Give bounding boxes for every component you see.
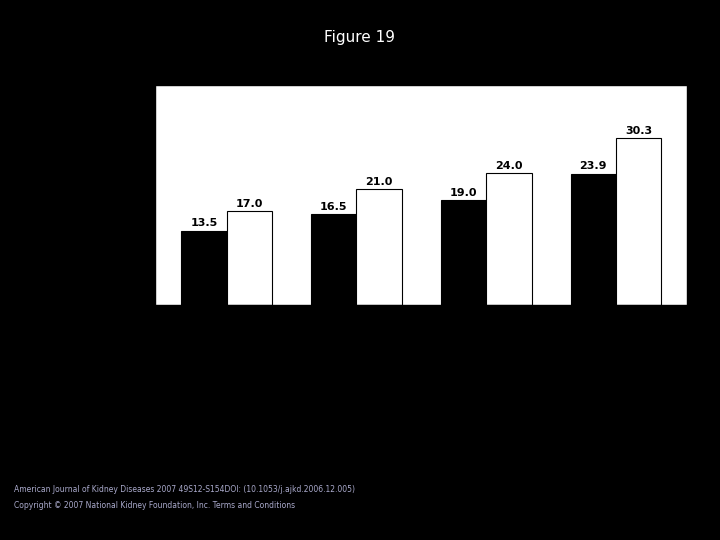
Bar: [356, 190, 402, 305]
Text: DM: DM: [108, 315, 131, 329]
Bar: [571, 173, 616, 305]
Text: 14194: 14194: [207, 386, 246, 399]
Text: Copyright © 2007 National Kidney Foundation, Inc. Terms and Conditions: Copyright © 2007 National Kidney Foundat…: [14, 501, 295, 510]
Text: +: +: [481, 315, 492, 328]
Text: -: -: [225, 315, 229, 328]
Text: 30.3: 30.3: [625, 126, 652, 136]
Bar: [616, 138, 662, 305]
Text: +: +: [611, 315, 621, 328]
Text: 21.0: 21.0: [366, 177, 393, 187]
Bar: [227, 211, 272, 305]
Text: -: -: [225, 350, 229, 363]
Text: 5.0: 5.0: [476, 421, 496, 434]
Text: 13.5: 13.5: [190, 218, 217, 228]
Text: 17.0: 17.0: [235, 199, 263, 209]
Text: ARR: ARR: [108, 420, 137, 434]
Text: 4099: 4099: [341, 386, 372, 399]
Text: Subjects: Subjects: [108, 385, 167, 399]
Text: American Journal of Kidney Diseases 2007 49S12-S154DOI: (10.1053/j.ajkd.2006.12.: American Journal of Kidney Diseases 2007…: [14, 485, 356, 494]
Text: -: -: [484, 350, 488, 363]
Text: Figure 19: Figure 19: [325, 30, 395, 45]
Text: -: -: [354, 315, 359, 328]
Text: 16.5: 16.5: [320, 202, 348, 212]
Bar: [181, 231, 227, 305]
Text: 19.0: 19.0: [450, 188, 477, 198]
Text: 23.9: 23.9: [580, 161, 607, 171]
Bar: [486, 173, 531, 305]
Text: 3.5: 3.5: [217, 421, 237, 434]
Bar: [311, 214, 356, 305]
Text: 571: 571: [604, 386, 628, 399]
Text: CKD: CKD: [108, 350, 138, 364]
Text: 873: 873: [474, 386, 498, 399]
Text: +: +: [611, 350, 621, 363]
Text: +: +: [351, 350, 361, 363]
Bar: [441, 200, 486, 305]
Text: 24.0: 24.0: [495, 161, 523, 171]
Text: 6.4: 6.4: [606, 421, 626, 434]
Text: 4.5: 4.5: [346, 421, 366, 434]
